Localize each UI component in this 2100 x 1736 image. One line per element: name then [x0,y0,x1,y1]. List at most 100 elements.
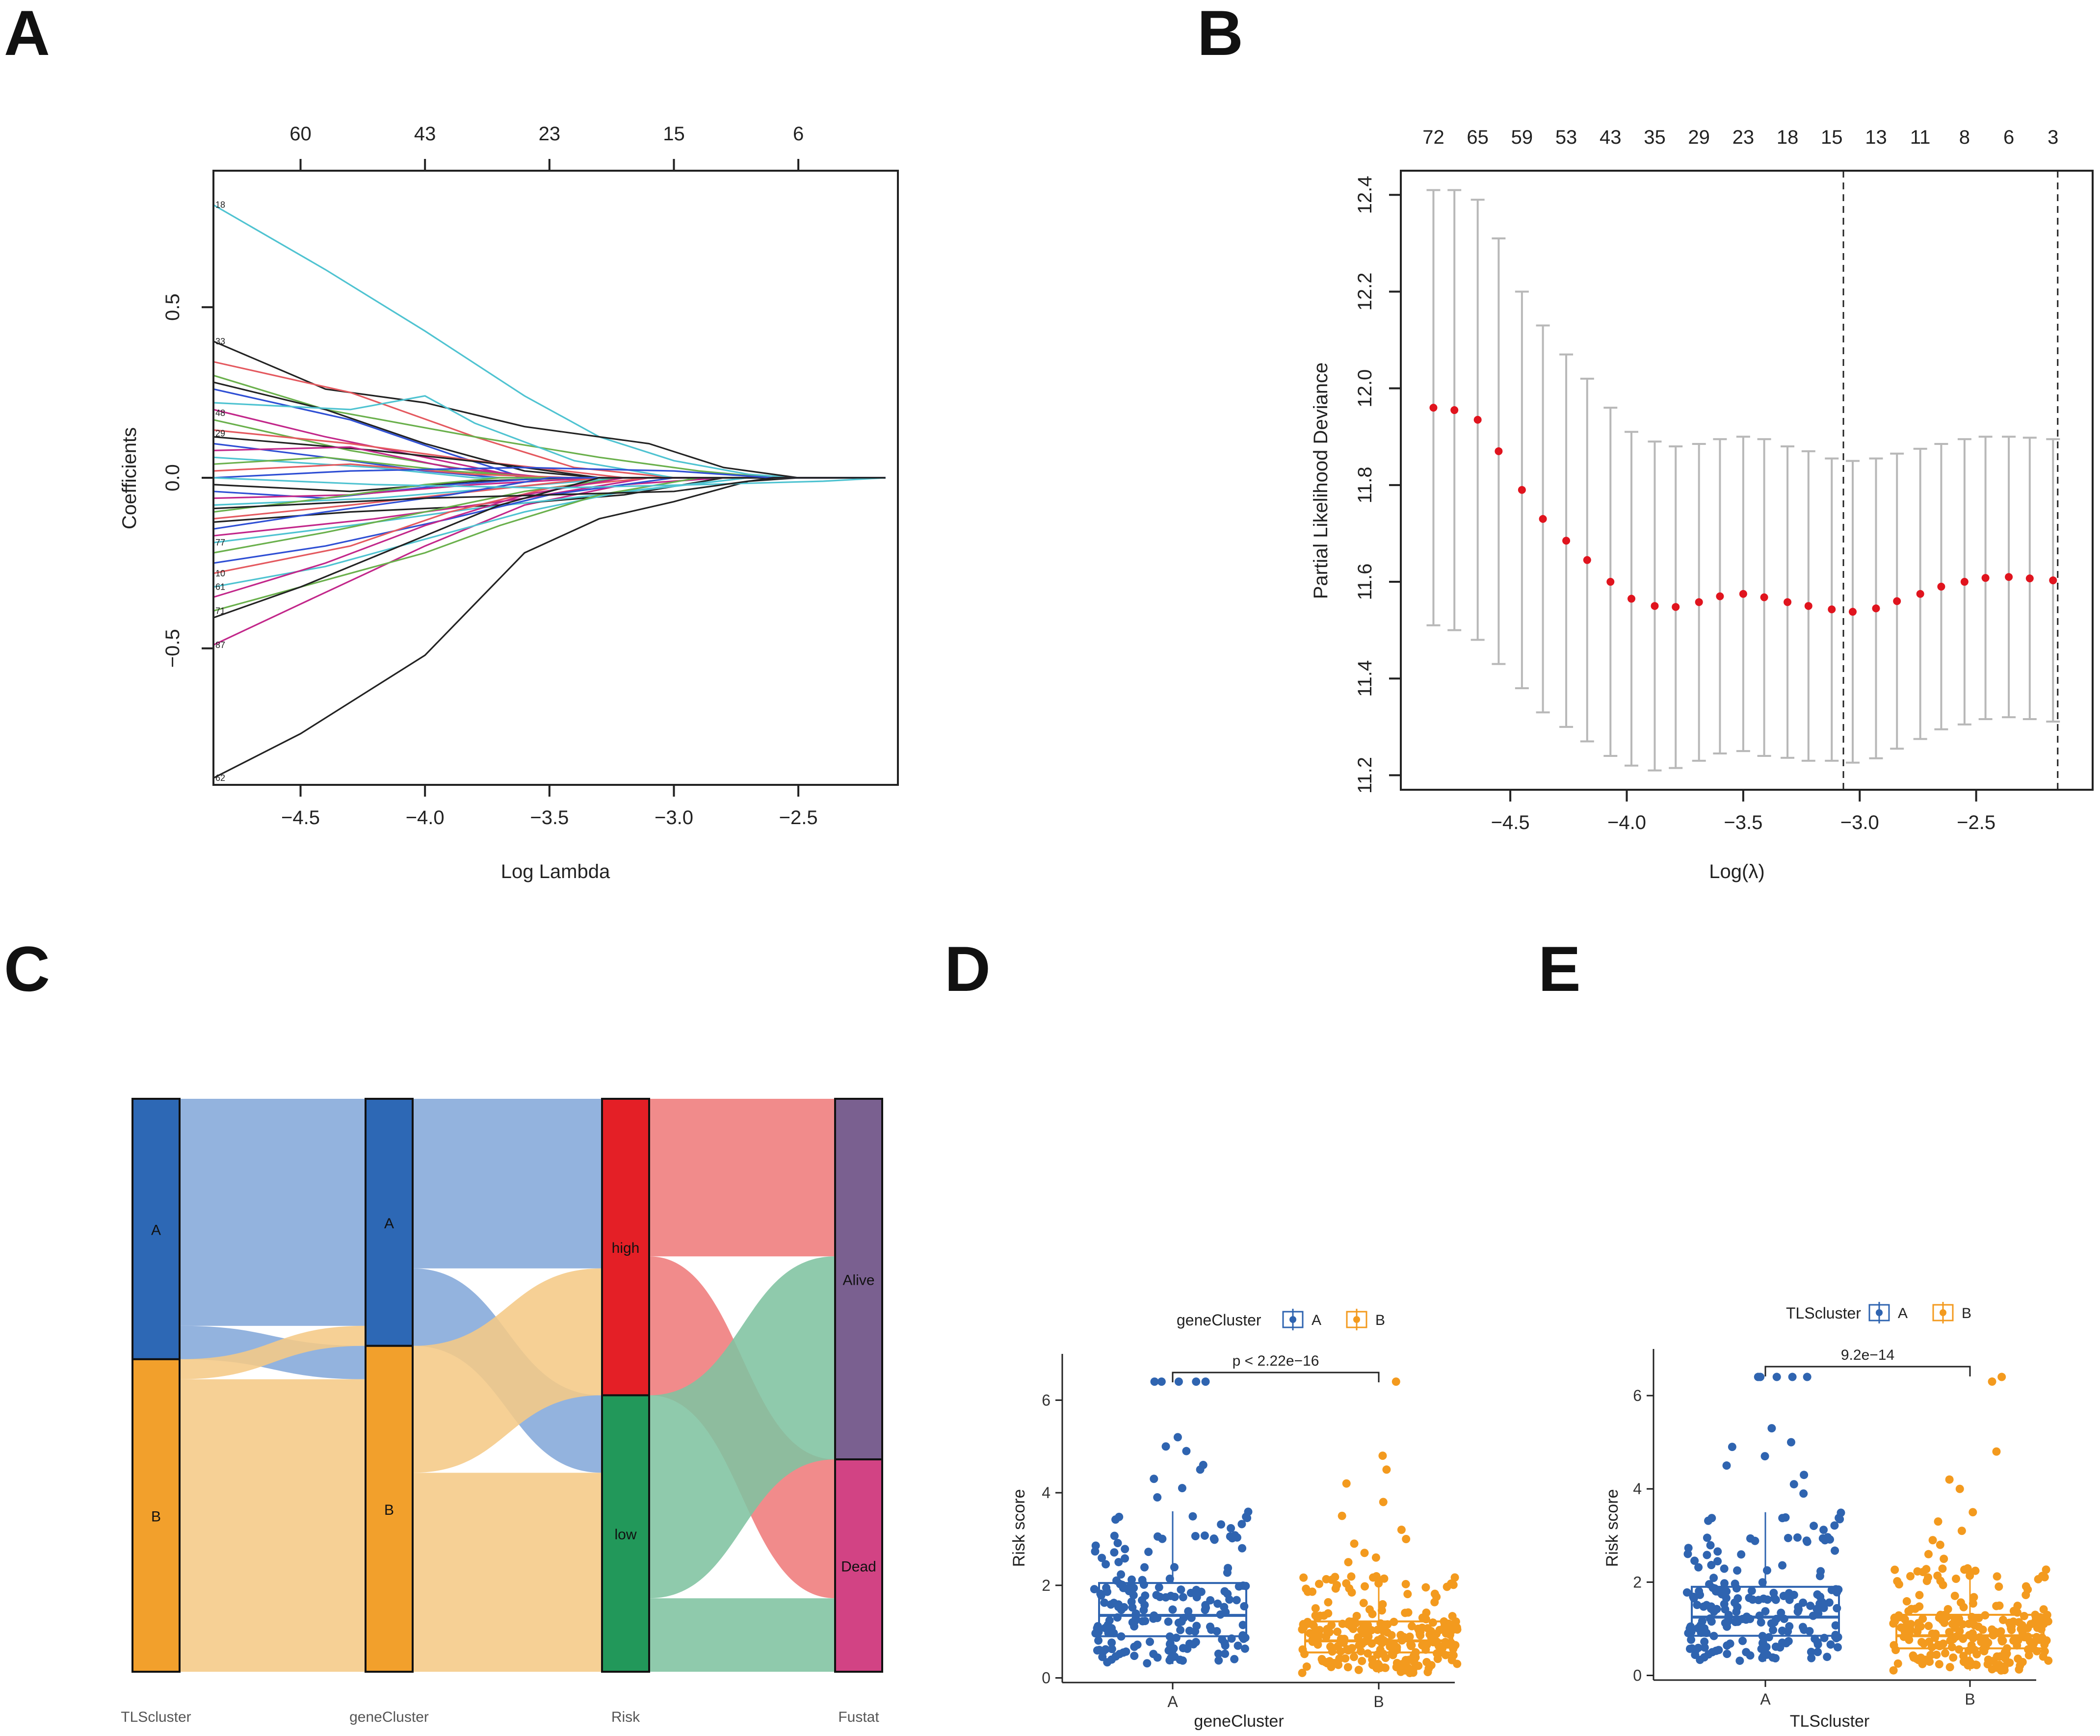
data-point [1945,1628,1954,1637]
data-point [1706,1541,1715,1550]
legend-key-point [1353,1316,1360,1323]
data-point [1311,1604,1320,1613]
y-tick-label: 4 [1042,1484,1050,1502]
legend-key-point [1289,1316,1296,1323]
data-point [1206,1622,1214,1631]
data-point [1684,1629,1693,1637]
data-point [2031,1610,2040,1619]
data-point [1893,1577,1902,1586]
deviance-point [1473,415,1482,424]
coefficient-line-label: 29 [215,429,225,439]
data-point [1327,1621,1336,1630]
outlier-point [1344,1558,1353,1567]
deviance-point [1981,574,1990,582]
data-point [1414,1624,1422,1633]
data-point [1948,1620,1957,1629]
data-point [1971,1566,1980,1575]
data-point [1379,1636,1388,1645]
x-tick-label: A [1760,1690,1771,1708]
data-point [1237,1520,1246,1529]
data-point [1094,1622,1102,1631]
plot-frame [1400,170,2094,791]
data-point [1942,1612,1951,1621]
data-point [1798,1623,1807,1632]
data-point [1683,1550,1692,1558]
y-tick-label: 6 [1042,1391,1050,1409]
data-point [2020,1611,2028,1620]
x-axis-label: Log Lambda [501,861,610,882]
top-tick-label: 59 [1511,127,1533,148]
top-tick-label: 23 [1732,127,1755,148]
coefficient-line-label: 61 [215,582,225,592]
data-point [1826,1640,1835,1649]
data-point [1405,1632,1414,1641]
data-point [1902,1597,1911,1606]
data-point [1831,1621,1840,1630]
data-point [1831,1632,1839,1641]
data-point [1375,1663,1384,1672]
x-tick-label: B [1373,1693,1384,1710]
axis-label: geneCluster [349,1709,429,1725]
data-point [1214,1649,1223,1658]
outlier-point [1940,1555,1948,1563]
data-point [1191,1627,1200,1636]
data-point [1103,1587,1112,1596]
data-point [2044,1656,2053,1665]
data-point [1966,1571,1974,1580]
data-point [1130,1642,1139,1651]
data-point [1703,1551,1711,1559]
data-point [1119,1648,1128,1657]
deviance-point [1429,404,1438,412]
data-point [1723,1641,1732,1650]
data-point [1825,1598,1834,1607]
stratum-label: B [384,1502,394,1518]
data-point [1155,1592,1164,1601]
data-point [1428,1618,1437,1627]
data-point [1721,1619,1730,1628]
data-point [2024,1651,2033,1659]
coefficient-path [213,477,886,779]
deviance-point [1606,578,1615,586]
data-point [1345,1584,1354,1593]
data-point [1398,1660,1407,1669]
data-point [1682,1588,1691,1597]
data-point [1709,1574,1718,1582]
x-tick-label: −3.5 [1724,812,1762,833]
significance-bracket [1172,1372,1380,1382]
data-point [1226,1532,1234,1541]
outlier-point [1173,1433,1182,1442]
data-point [1914,1623,1923,1632]
data-point [1735,1657,1744,1665]
stratum-label: high [612,1240,640,1256]
data-point [1367,1626,1376,1634]
data-point [1748,1595,1757,1604]
data-point [2033,1623,2042,1632]
data-point [1806,1602,1815,1610]
data-point [1784,1533,1792,1542]
data-point [1113,1613,1122,1622]
stratum-b [131,1358,181,1673]
data-point [1713,1547,1722,1556]
data-point [1967,1631,1976,1640]
deviance-point [2005,573,2013,581]
data-point [1422,1658,1431,1666]
data-point [1107,1655,1116,1664]
alluvial-axis-labels: TLScluster geneCluster Risk Fustat [121,1709,879,1725]
deviance-point [1518,486,1526,494]
stratum-low [601,1394,650,1673]
data-point [1191,1531,1200,1540]
data-point [1813,1638,1822,1647]
data-point [1770,1594,1779,1603]
outlier-point [1161,1442,1170,1451]
data-point [1407,1641,1416,1650]
y-tick-label: 11.4 [1354,660,1376,697]
alluvial-flow [180,1099,366,1326]
y-axis-label: Partial Likelihood Deviance [1310,363,1332,599]
y-tick-label: 6 [1633,1387,1642,1404]
data-point [1112,1576,1121,1585]
deviance-point [2025,574,2034,583]
data-point [1777,1608,1785,1617]
data-point [1433,1655,1442,1663]
